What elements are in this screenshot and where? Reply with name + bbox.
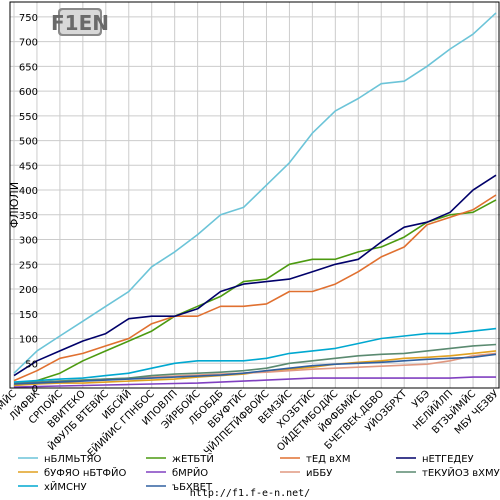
legend-label: тЕКУЙОЗ вХМУ — [422, 466, 500, 479]
legend-label: жЕТБТЙ — [172, 452, 214, 465]
y-tick-label: 500 — [19, 137, 38, 148]
y-tick-label: 200 — [19, 285, 38, 296]
y-tick-label: 350 — [19, 211, 38, 222]
series-line — [13, 376, 496, 388]
logo: F1EN — [51, 8, 109, 36]
y-tick-label: 550 — [19, 112, 38, 123]
y-tick-label: 450 — [19, 161, 38, 172]
y-tick-label: 250 — [19, 260, 38, 271]
y-tick-label: 700 — [19, 38, 38, 49]
y-tick-label: 600 — [19, 87, 38, 98]
legend: нБЛМЬТЯО жЕТБТЙ тЕД вХМ нЕТГЕДЕУ бУФЯО нБТФЙ… — [18, 452, 500, 493]
legend-label: ъБХВЕТ — [172, 482, 213, 493]
series-line — [13, 327, 497, 383]
series-line — [13, 343, 497, 384]
series-lines — [13, 12, 497, 388]
footer-url: http://f1.f-e-n.net/ — [190, 488, 310, 499]
y-tick-label: 50 — [25, 359, 38, 370]
legend-label: иББУ — [306, 468, 332, 479]
series-line — [13, 353, 497, 385]
legend-label: нБЛМЬТЯО — [44, 454, 101, 465]
y-tick-label: 750 — [19, 13, 38, 24]
logo-text: F1EN — [51, 11, 109, 35]
series-line — [13, 174, 497, 377]
y-axis-title: ФЛЮЛИ — [8, 182, 21, 228]
y-tick-label: 100 — [19, 335, 38, 346]
legend-label: бУФЯО нБТФЙО — [44, 466, 126, 479]
series-line — [13, 194, 497, 382]
legend-label: тЕД вХМ — [306, 454, 351, 465]
legend-label: хЙМСНУ — [44, 480, 87, 493]
y-tick-label: 400 — [19, 186, 38, 197]
y-tick-label: 0 — [32, 384, 38, 395]
y-tick-label: 650 — [19, 62, 38, 73]
legend-label: бМРЙО — [172, 466, 208, 479]
y-tick-label: 300 — [19, 236, 38, 247]
y-tick-labels: 0 50 100 150 200 250 300 350 400 450 500 550 600 650 7… — [19, 13, 38, 395]
legend-label: нЕТГЕДЕУ — [422, 454, 474, 465]
series-line — [13, 199, 497, 387]
series-line — [13, 12, 497, 374]
plot-frame — [9, 1, 500, 389]
y-tick-label: 150 — [19, 310, 38, 321]
